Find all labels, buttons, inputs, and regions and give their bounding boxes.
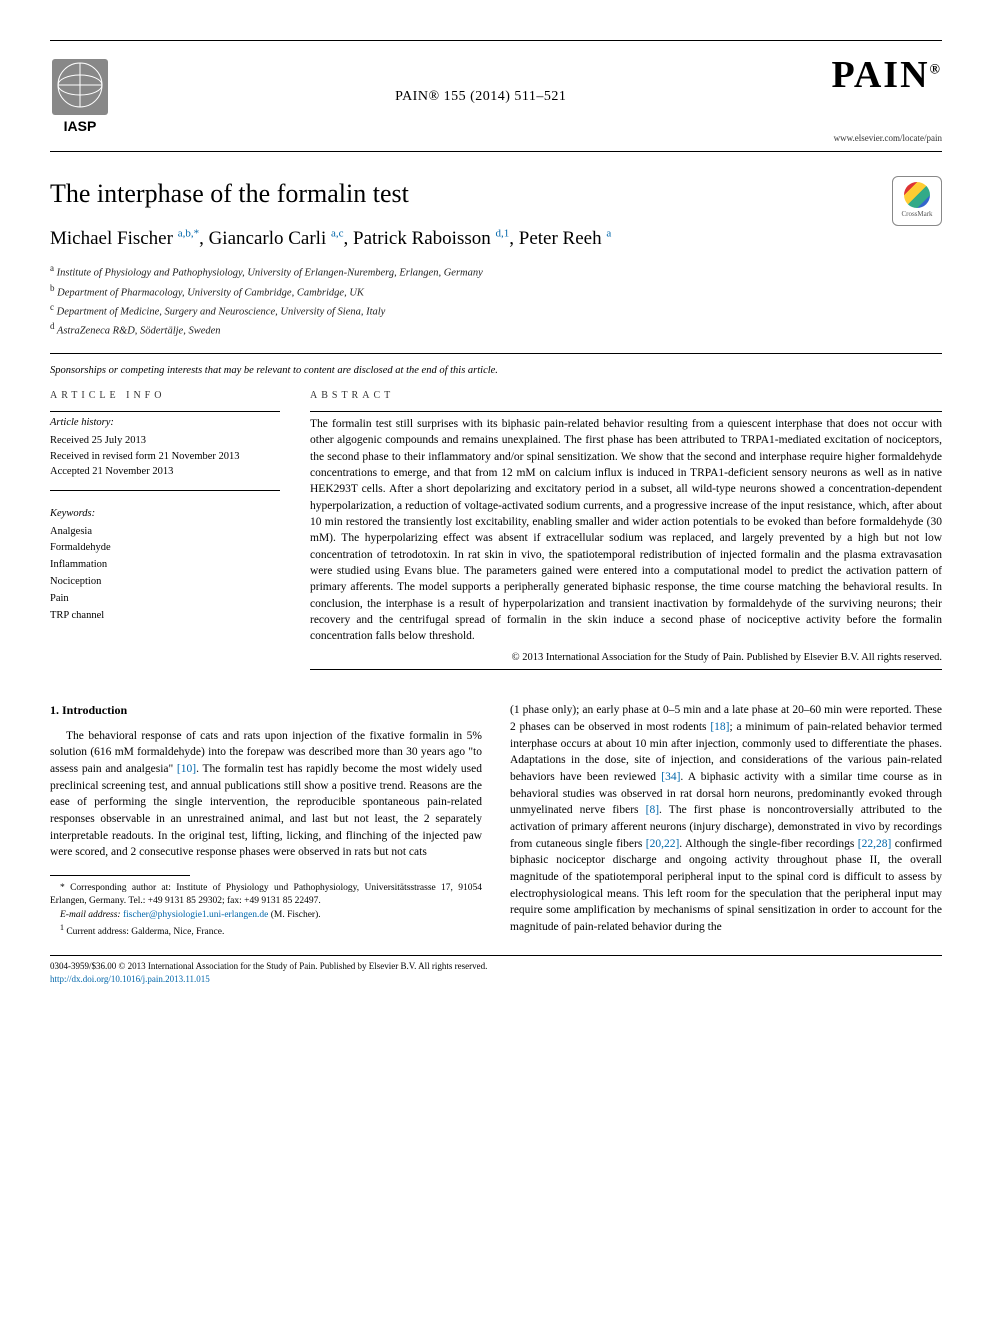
abstract-rule — [310, 411, 942, 412]
article-title: The interphase of the formalin test — [50, 176, 409, 212]
title-row: The interphase of the formalin test Cros… — [50, 176, 942, 226]
body-columns: 1. Introduction The behavioral response … — [50, 702, 942, 939]
intro-paragraph-2: (1 phase only); an early phase at 0–5 mi… — [510, 702, 942, 935]
abstract-bottom-rule — [310, 669, 942, 670]
history-list: Received 25 July 2013Received in revised… — [50, 433, 280, 480]
header-rule — [50, 151, 942, 152]
intro-paragraph-1: The behavioral response of cats and rats… — [50, 728, 482, 861]
crossmark-badge[interactable]: CrossMark — [892, 176, 942, 226]
article-info-heading: ARTICLE INFO — [50, 389, 280, 403]
abstract-copyright: © 2013 International Association for the… — [310, 651, 942, 666]
pain-logo: PAIN® — [831, 54, 942, 96]
issn-copyright-line: 0304-3959/$36.00 © 2013 International As… — [50, 960, 942, 973]
email-label: E-mail address: — [60, 910, 121, 920]
locate-url[interactable]: www.elsevier.com/locate/pain — [831, 132, 942, 145]
bottom-metadata: 0304-3959/$36.00 © 2013 International As… — [50, 960, 942, 985]
intro-heading: 1. Introduction — [50, 702, 482, 719]
page-container: IASP PAIN® 155 (2014) 511–521 PAIN® www.… — [0, 0, 992, 1006]
authors-line: Michael Fischer a,b,*, Giancarlo Carli a… — [50, 226, 942, 253]
svg-text:IASP: IASP — [64, 118, 97, 134]
abstract-heading: ABSTRACT — [310, 389, 942, 403]
footnotes: * Corresponding author at: Institute of … — [50, 882, 482, 939]
crossmark-icon — [904, 182, 930, 208]
corresponding-author-note: * Corresponding author at: Institute of … — [50, 882, 482, 909]
journal-header: IASP PAIN® 155 (2014) 511–521 PAIN® www.… — [50, 49, 942, 145]
email-link[interactable]: fischer@physiologie1.uni-erlangen.de — [123, 910, 268, 920]
divider-1 — [50, 353, 942, 354]
sponsor-note: Sponsorships or competing interests that… — [50, 364, 942, 379]
article-info-column: ARTICLE INFO Article history: Received 2… — [50, 389, 280, 674]
body-column-left: 1. Introduction The behavioral response … — [50, 702, 482, 939]
info-rule-1 — [50, 411, 280, 412]
email-line: E-mail address: fischer@physiologie1.uni… — [50, 909, 482, 922]
body-column-right: (1 phase only); an early phase at 0–5 mi… — [510, 702, 942, 939]
crossmark-label: CrossMark — [901, 210, 932, 220]
keywords-list: AnalgesiaFormaldehydeInflammationNocicep… — [50, 524, 280, 625]
footnote-separator — [50, 875, 190, 876]
bottom-rule — [50, 955, 942, 956]
footnote-current-address: 1 Current address: Galderma, Nice, Franc… — [50, 922, 482, 939]
article-history-block: Article history: Received 25 July 2013Re… — [50, 416, 280, 491]
keywords-heading: Keywords: — [50, 507, 280, 522]
keywords-block: Keywords: AnalgesiaFormaldehydeInflammat… — [50, 507, 280, 634]
doi-link[interactable]: http://dx.doi.org/10.1016/j.pain.2013.11… — [50, 974, 210, 984]
info-abstract-row: ARTICLE INFO Article history: Received 2… — [50, 389, 942, 674]
affiliations: a Institute of Physiology and Pathophysi… — [50, 262, 942, 339]
journal-citation: PAIN® 155 (2014) 511–521 — [130, 87, 831, 107]
abstract-text: The formalin test still surprises with i… — [310, 416, 942, 645]
top-rule — [50, 40, 942, 41]
email-attribution: (M. Fischer). — [271, 910, 321, 920]
iasp-logo: IASP — [50, 57, 130, 137]
pain-logo-block: PAIN® www.elsevier.com/locate/pain — [831, 49, 942, 145]
history-heading: Article history: — [50, 416, 280, 431]
abstract-column: ABSTRACT The formalin test still surpris… — [310, 389, 942, 674]
